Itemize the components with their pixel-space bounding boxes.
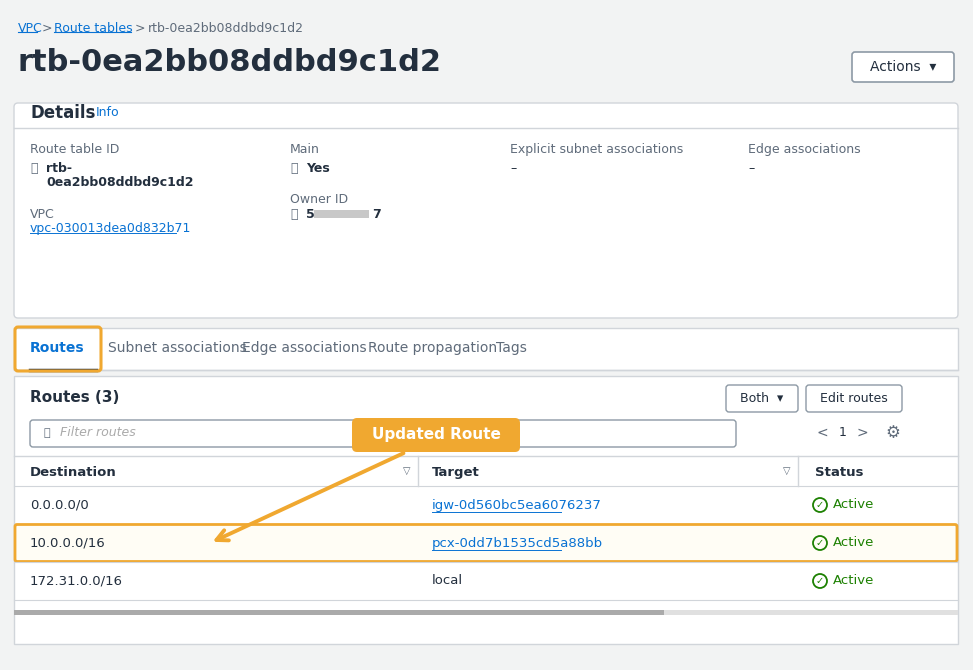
Text: Info: Info <box>96 107 120 119</box>
Text: ▽: ▽ <box>783 466 790 476</box>
Text: Owner ID: Owner ID <box>290 193 348 206</box>
Text: ⎘: ⎘ <box>290 162 298 175</box>
Text: Edge associations: Edge associations <box>748 143 861 156</box>
Bar <box>14 328 958 370</box>
Bar <box>14 376 958 644</box>
Bar <box>314 210 369 218</box>
Text: >: > <box>42 22 53 35</box>
FancyArrowPatch shape <box>216 453 404 541</box>
Text: ▽: ▽ <box>403 466 411 476</box>
Text: local: local <box>432 574 463 588</box>
Text: Status: Status <box>815 466 863 479</box>
Text: ✓: ✓ <box>816 576 824 586</box>
FancyBboxPatch shape <box>852 52 954 82</box>
Text: VPC: VPC <box>30 208 54 221</box>
Text: rtb-0ea2bb08ddbd9c1d2: rtb-0ea2bb08ddbd9c1d2 <box>18 48 442 77</box>
Text: Tags: Tags <box>496 341 526 355</box>
Text: pcx-0dd7b1535cd5a88bb: pcx-0dd7b1535cd5a88bb <box>432 537 603 549</box>
Text: 5: 5 <box>306 208 314 221</box>
Text: Subnet associations: Subnet associations <box>108 341 247 355</box>
Text: >: > <box>135 22 146 35</box>
Text: ⎘: ⎘ <box>290 208 298 221</box>
Text: –: – <box>748 162 754 175</box>
FancyBboxPatch shape <box>726 385 798 412</box>
FancyBboxPatch shape <box>15 525 957 561</box>
Text: –: – <box>510 162 517 175</box>
Text: igw-0d560bc5ea6076237: igw-0d560bc5ea6076237 <box>432 498 602 511</box>
Text: Updated Route: Updated Route <box>372 427 500 442</box>
Text: 🔍: 🔍 <box>44 428 51 438</box>
Text: Main: Main <box>290 143 320 156</box>
Text: ⎘: ⎘ <box>30 162 38 175</box>
FancyBboxPatch shape <box>352 418 520 452</box>
Text: 0ea2bb08ddbd9c1d2: 0ea2bb08ddbd9c1d2 <box>46 176 194 189</box>
Text: Edge associations: Edge associations <box>242 341 367 355</box>
Text: rtb-0ea2bb08ddbd9c1d2: rtb-0ea2bb08ddbd9c1d2 <box>148 22 304 35</box>
Text: Active: Active <box>833 537 875 549</box>
Text: Actions  ▾: Actions ▾ <box>870 60 936 74</box>
Text: ✓: ✓ <box>816 500 824 510</box>
Text: Route tables: Route tables <box>54 22 132 35</box>
Text: 10.0.0.0/16: 10.0.0.0/16 <box>30 537 106 549</box>
Text: Active: Active <box>833 498 875 511</box>
Text: vpc-030013dea0d832b71: vpc-030013dea0d832b71 <box>30 222 192 235</box>
Text: 7: 7 <box>372 208 380 221</box>
Text: >: > <box>856 426 868 440</box>
Text: Route table ID: Route table ID <box>30 143 120 156</box>
FancyBboxPatch shape <box>30 420 736 447</box>
Text: 172.31.0.0/16: 172.31.0.0/16 <box>30 574 123 588</box>
Text: Route propagation: Route propagation <box>368 341 497 355</box>
Bar <box>14 610 664 615</box>
Text: Details: Details <box>30 104 95 122</box>
Text: 1: 1 <box>839 427 847 440</box>
Text: VPC: VPC <box>18 22 43 35</box>
Text: Both  ▾: Both ▾ <box>740 391 783 405</box>
Text: ⚙: ⚙ <box>885 424 900 442</box>
FancyBboxPatch shape <box>806 385 902 412</box>
Text: ✓: ✓ <box>816 538 824 548</box>
FancyBboxPatch shape <box>14 103 958 318</box>
Text: Target: Target <box>432 466 480 479</box>
Text: <: < <box>816 426 828 440</box>
Text: 0.0.0.0/0: 0.0.0.0/0 <box>30 498 89 511</box>
Text: Yes: Yes <box>306 162 330 175</box>
Text: Routes: Routes <box>30 341 85 355</box>
Bar <box>14 610 958 615</box>
Text: Edit routes: Edit routes <box>820 391 888 405</box>
Text: Filter routes: Filter routes <box>60 427 136 440</box>
Text: Explicit subnet associations: Explicit subnet associations <box>510 143 683 156</box>
Text: Routes (3): Routes (3) <box>30 390 120 405</box>
Text: rtb-: rtb- <box>46 162 72 175</box>
Text: Active: Active <box>833 574 875 588</box>
Text: Destination: Destination <box>30 466 117 479</box>
